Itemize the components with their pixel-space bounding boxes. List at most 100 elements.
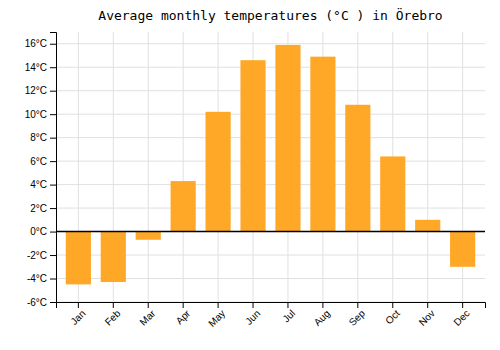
x-tick-mark <box>462 302 463 308</box>
y-tick-label: -4°C <box>27 273 47 284</box>
y-tick-label: 6°C <box>30 156 47 167</box>
x-tick: Feb <box>103 302 123 328</box>
x-tick-label: Jun <box>243 308 262 327</box>
y-tick-label: 16°C <box>25 38 47 49</box>
y-tick-mark <box>50 255 56 256</box>
y-tick: 12°C <box>25 85 56 96</box>
y-tick: 14°C <box>25 62 56 73</box>
bar <box>380 156 405 231</box>
x-tick: Oct <box>383 302 402 326</box>
y-tick: 2°C <box>30 203 56 214</box>
x-grid-line <box>148 32 149 302</box>
grid <box>56 32 485 302</box>
x-tick: Apr <box>174 302 193 326</box>
y-tick: -2°C <box>27 250 56 261</box>
y-tick: 4°C <box>30 179 56 190</box>
y-grid-line <box>56 161 485 162</box>
y-tick-label: 14°C <box>25 62 47 73</box>
x-axis-line <box>57 303 486 309</box>
bar <box>275 45 300 232</box>
plot: -6°C -4°C -2°C 0°C 2°C 4°C 6°C 8°C 10°C 12°C 14°C 1… <box>25 32 486 329</box>
x-tick: Nov <box>417 302 437 328</box>
bar <box>66 232 91 285</box>
x-tick: Dec <box>451 302 471 328</box>
y-tick: 0°C <box>30 226 56 237</box>
x-tick-mark <box>78 302 79 308</box>
x-tick: Jul <box>280 302 297 324</box>
y-tick-mark <box>50 185 56 186</box>
x-tick: Sep <box>347 302 368 328</box>
y-grid-line <box>56 114 485 115</box>
x-tick-mark <box>253 302 254 308</box>
y-tick-mark <box>50 232 56 233</box>
y-grid-line <box>56 67 485 68</box>
bar <box>450 232 475 267</box>
y-tick-label: 4°C <box>30 179 47 190</box>
x-tick-label: Nov <box>417 308 437 328</box>
y-tick-mark <box>50 91 56 92</box>
y-tick-label: -2°C <box>27 250 47 261</box>
x-tick: May <box>206 302 227 329</box>
y-grid-line <box>56 43 485 44</box>
x-axis: Jan Feb Mar Apr May Jun Jul Aug Sep Oct Nov Dec <box>57 302 486 329</box>
y-grid-line <box>56 231 485 232</box>
y-grid-line <box>56 90 485 91</box>
x-tick-mark <box>322 302 323 308</box>
y-tick-label: 8°C <box>30 132 47 143</box>
x-tick-mark <box>113 302 114 308</box>
y-tick: -6°C <box>27 297 56 308</box>
x-tick-mark <box>148 302 149 308</box>
y-tick: 8°C <box>30 132 56 143</box>
bar <box>206 112 231 232</box>
y-tick: 6°C <box>30 156 56 167</box>
y-tick: 16°C <box>25 38 56 49</box>
y-tick-label: -6°C <box>27 297 47 308</box>
y-axis-line <box>50 33 57 303</box>
y-grid-line <box>56 137 485 138</box>
y-tick-mark <box>50 302 56 303</box>
y-tick-mark <box>50 114 56 115</box>
bar <box>136 232 161 240</box>
y-tick: -4°C <box>27 273 56 284</box>
x-tick-label: Feb <box>103 307 123 327</box>
x-tick: Jan <box>68 302 87 327</box>
x-tick-label: Jan <box>68 308 87 327</box>
x-tick-mark <box>427 302 428 308</box>
chart: -6°C -4°C -2°C 0°C 2°C 4°C 6°C 8°C 10°C 12°C 14°C 1… <box>0 0 500 350</box>
y-tick-mark <box>50 279 56 280</box>
y-tick: 10°C <box>25 109 56 120</box>
x-grid-line <box>183 32 184 302</box>
y-tick-label: 12°C <box>25 85 47 96</box>
y-tick-label: 0°C <box>30 226 47 237</box>
x-tick-label: May <box>206 308 227 329</box>
y-axis: -6°C -4°C -2°C 0°C 2°C 4°C 6°C 8°C 10°C 12°C 14°C 1… <box>25 33 57 308</box>
x-grid-line <box>427 32 428 302</box>
bar <box>345 105 370 232</box>
y-grid-line <box>56 208 485 209</box>
x-tick-mark <box>287 302 288 308</box>
y-tick-mark <box>50 44 56 45</box>
bar <box>415 220 440 232</box>
x-tick-label: Sep <box>347 307 368 328</box>
y-tick-label: 10°C <box>25 109 47 120</box>
x-tick-label: Aug <box>312 308 332 328</box>
x-tick-mark <box>183 302 184 308</box>
x-tick-label: Dec <box>451 308 471 328</box>
y-tick-mark <box>50 138 56 139</box>
x-tick-label: Oct <box>383 308 402 327</box>
x-tick: Aug <box>312 302 332 328</box>
x-tick-label: Apr <box>174 307 193 326</box>
bar <box>240 60 265 231</box>
y-grid-line <box>56 184 485 185</box>
zero-line <box>56 231 485 233</box>
x-tick-label: Mar <box>137 307 157 327</box>
y-tick-mark <box>50 208 56 209</box>
y-tick-mark <box>50 67 56 68</box>
y-tick-label: 2°C <box>30 203 47 214</box>
x-tick-mark <box>357 302 358 308</box>
y-tick-mark <box>50 161 56 162</box>
bar <box>171 181 196 231</box>
x-tick-label: Jul <box>280 308 297 325</box>
x-tick: Mar <box>137 302 157 328</box>
bar <box>101 232 126 282</box>
